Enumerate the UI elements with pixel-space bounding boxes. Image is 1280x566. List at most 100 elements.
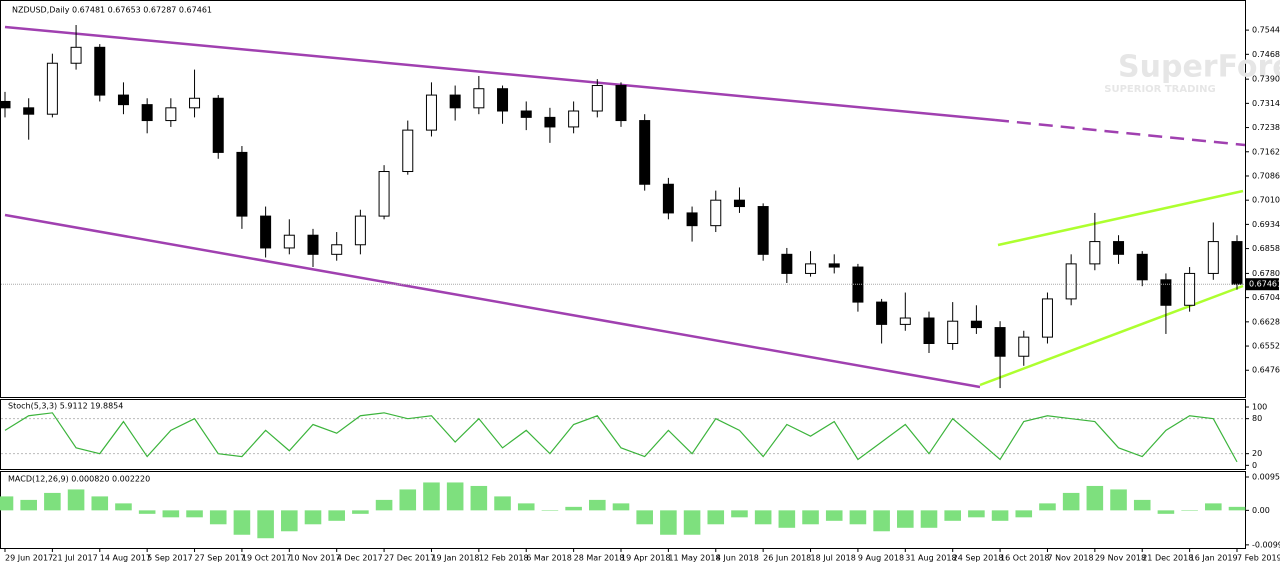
x-tick-label: 11 May 2018	[668, 554, 720, 563]
candle-body	[1041, 298, 1053, 338]
candle-body	[615, 85, 627, 122]
stoch-title: Stoch(5,3,3) 5.9112 19.8854	[8, 402, 123, 411]
x-tick-label: 6 Mar 2018	[526, 554, 572, 563]
macd-bar	[67, 489, 85, 511]
trend-line	[994, 118, 1246, 147]
macd-bar	[612, 503, 630, 511]
x-tick-label: 27 Sep 2017	[195, 554, 246, 563]
macd-bar	[1181, 510, 1198, 511]
x-tick-label: 28 Mar 2018	[574, 554, 625, 563]
y-tick-label: 0	[1252, 461, 1257, 470]
macd-bar	[873, 510, 890, 532]
candle-body	[497, 88, 509, 112]
candle-body	[94, 46, 106, 96]
candle-body	[1160, 279, 1172, 306]
macd-bar	[944, 510, 961, 521]
macd-bar	[541, 510, 559, 511]
macd-bar	[1205, 503, 1222, 511]
x-tick-label: 29 Nov 2018	[1095, 554, 1146, 563]
macd-bar	[209, 510, 227, 525]
macd-bar	[494, 496, 511, 511]
macd-bar	[233, 510, 251, 535]
x-tick-label: 14 Aug 2017	[100, 554, 151, 563]
candle-body	[1231, 241, 1243, 285]
candle-body	[1207, 241, 1219, 274]
macd-bar	[778, 510, 796, 528]
macd-bar	[44, 492, 61, 511]
watermark-sub: SUPERIOR TRADING	[1104, 84, 1215, 95]
macd-bar	[920, 510, 938, 528]
macd-bar	[897, 510, 914, 528]
macd-bar	[1062, 492, 1080, 511]
trend-line	[4, 213, 981, 389]
macd-bar	[375, 499, 393, 511]
macd-bar	[517, 503, 535, 511]
candle-body	[757, 206, 769, 255]
channel-line	[997, 189, 1244, 247]
x-tick-label: 26 Jun 2018	[763, 554, 811, 563]
y-tick-label: -0.00990	[1252, 540, 1280, 549]
x-tick-label: 16 Oct 2018	[1000, 554, 1049, 563]
candle-body	[662, 183, 674, 214]
x-tick-label: 19 Oct 2017	[242, 554, 291, 563]
candle-body	[591, 85, 603, 112]
macd-bar	[565, 506, 582, 511]
y-tick-label: 80	[1252, 414, 1262, 423]
x-tick-label: 7 Feb 2019	[1237, 554, 1280, 563]
macd-bar	[1039, 503, 1056, 511]
macd-bar	[1228, 506, 1246, 511]
macd-title: MACD(12,26,9) 0.000820 0.002220	[8, 475, 150, 484]
candle-body	[449, 94, 461, 109]
x-tick-label: 31 Aug 2018	[905, 554, 956, 563]
macd-bar	[162, 510, 180, 518]
candle-body	[378, 171, 390, 217]
x-tick-label: 9 Aug 2018	[858, 554, 904, 563]
candle-body	[117, 94, 129, 106]
channel-line	[979, 284, 1244, 387]
macd-bar	[991, 510, 1009, 521]
candle-body	[1018, 336, 1030, 357]
x-tick-label: 21 Dec 2018	[1142, 554, 1193, 563]
candle-body	[189, 97, 201, 109]
watermark: SuperForex	[1118, 50, 1280, 85]
macd-bar	[115, 503, 132, 511]
candle-body	[1136, 253, 1148, 281]
x-tick-label: 27 Dec 2017	[384, 554, 435, 563]
candle-body	[544, 116, 556, 128]
candle-body	[686, 212, 698, 227]
trend-line	[4, 25, 996, 122]
macd-bar	[446, 482, 464, 511]
x-tick-label: 18 Jul 2018	[811, 554, 856, 563]
macd-bar	[636, 510, 653, 525]
candle-body	[520, 110, 532, 118]
x-tick-label: 7 Nov 2018	[1047, 554, 1093, 563]
x-tick-label: 19 Apr 2018	[621, 554, 670, 563]
macd-bar	[1086, 485, 1104, 511]
candle-body	[283, 234, 295, 249]
candle-body	[994, 327, 1006, 357]
current-price-label: 0.67461	[1249, 280, 1280, 289]
candle-body	[970, 320, 982, 329]
main-panel	[0, 0, 1246, 398]
macd-bar	[968, 510, 985, 518]
macd-bar	[328, 510, 345, 521]
x-tick-label: 29 Jun 2017	[5, 554, 53, 563]
stoch-panel	[0, 399, 1246, 470]
macd-bar	[1015, 510, 1033, 518]
candle-body	[425, 94, 437, 131]
candle-body	[307, 234, 319, 255]
current-price-box	[1246, 278, 1279, 291]
candle-body	[260, 215, 272, 249]
macd-bar	[257, 510, 274, 539]
